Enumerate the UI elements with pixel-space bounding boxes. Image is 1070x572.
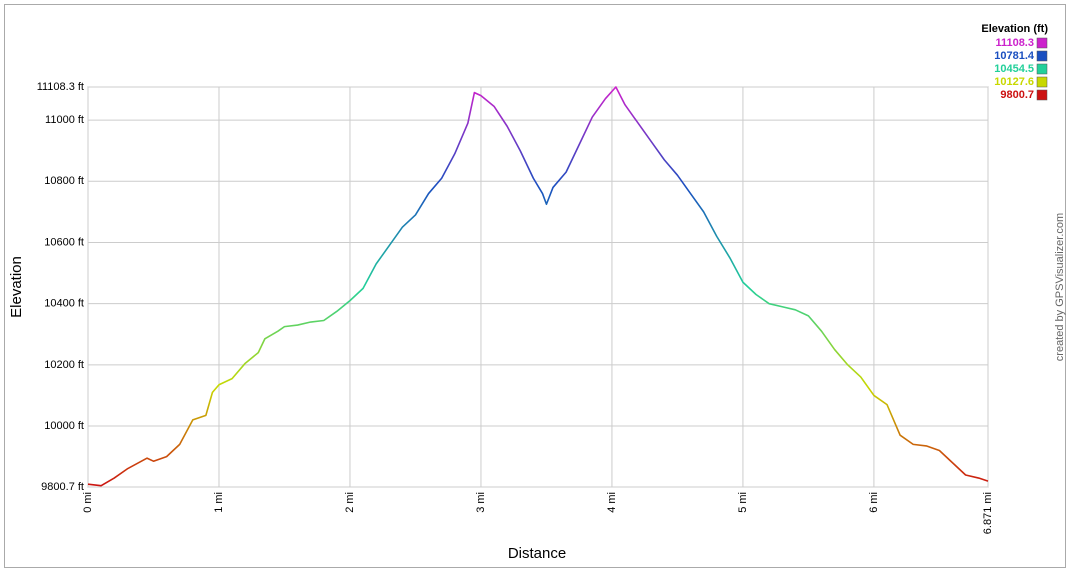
legend-title: Elevation (ft): [981, 23, 1048, 35]
y-axis-title: Elevation: [8, 256, 25, 318]
credit: created by GPSVisualizer.com: [1054, 213, 1066, 361]
legend-swatch: [1036, 76, 1048, 88]
legend-label: 10127.6: [994, 76, 1034, 88]
x-tick-label: 1 mi: [213, 492, 225, 513]
legend-swatch: [1036, 63, 1048, 75]
y-tick-label: 11000 ft: [45, 114, 84, 126]
y-tick-label: 10000 ft: [44, 420, 84, 432]
legend-label: 10454.5: [994, 63, 1034, 75]
x-tick-label: 2 mi: [344, 492, 356, 513]
legend-swatch: [1036, 37, 1048, 49]
y-tick-label: 10800 ft: [44, 175, 84, 187]
legend-label: 9800.7: [1000, 89, 1034, 101]
x-tick-label: 5 mi: [737, 492, 749, 513]
legend-swatch: [1036, 50, 1048, 62]
y-tick-label: 10200 ft: [44, 359, 84, 371]
x-tick-label: 3 mi: [475, 492, 487, 513]
x-tick-label: 6.871 mi: [982, 492, 994, 534]
y-tick-label: 11108.3 ft: [37, 81, 84, 93]
elevation-line: [87, 86, 989, 487]
x-tick-label: 6 mi: [868, 492, 880, 513]
plot-area: [87, 86, 989, 488]
legend-label: 10781.4: [994, 50, 1035, 62]
y-tick-label: 9800.7 ft: [41, 481, 84, 493]
legend-label: 11108.3: [995, 37, 1034, 49]
y-tick-label: 10600 ft: [44, 236, 84, 248]
x-axis-title: Distance: [508, 545, 566, 562]
legend-swatch: [1036, 89, 1048, 101]
x-tick-label: 4 mi: [606, 492, 618, 513]
x-tick-label: 0 mi: [82, 492, 94, 513]
y-tick-label: 10400 ft: [44, 298, 84, 310]
